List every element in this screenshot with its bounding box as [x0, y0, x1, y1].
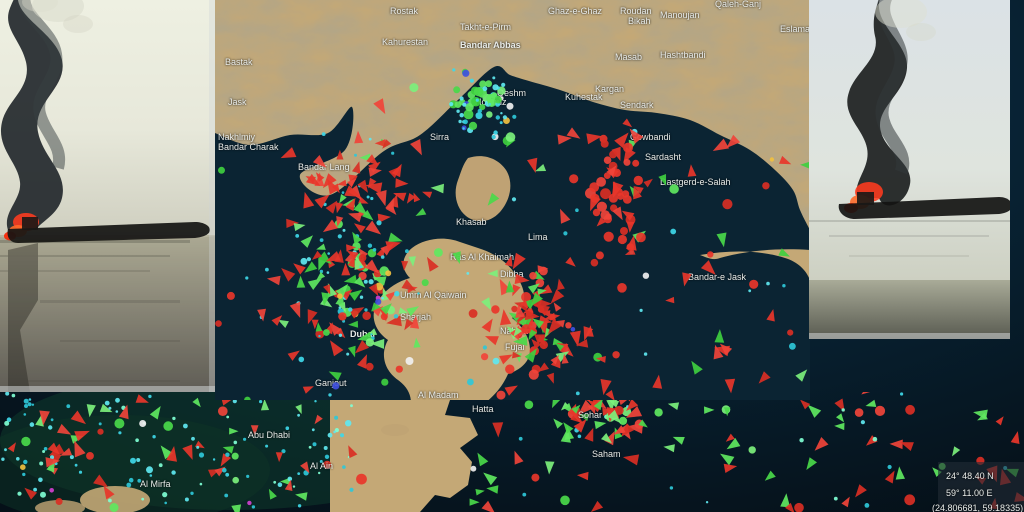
svg-text:(24.806681, 59.18335): (24.806681, 59.18335) [932, 503, 1023, 512]
svg-text:24° 48.40 N: 24° 48.40 N [946, 471, 994, 481]
svg-text:59° 11.00 E: 59° 11.00 E [946, 488, 992, 498]
